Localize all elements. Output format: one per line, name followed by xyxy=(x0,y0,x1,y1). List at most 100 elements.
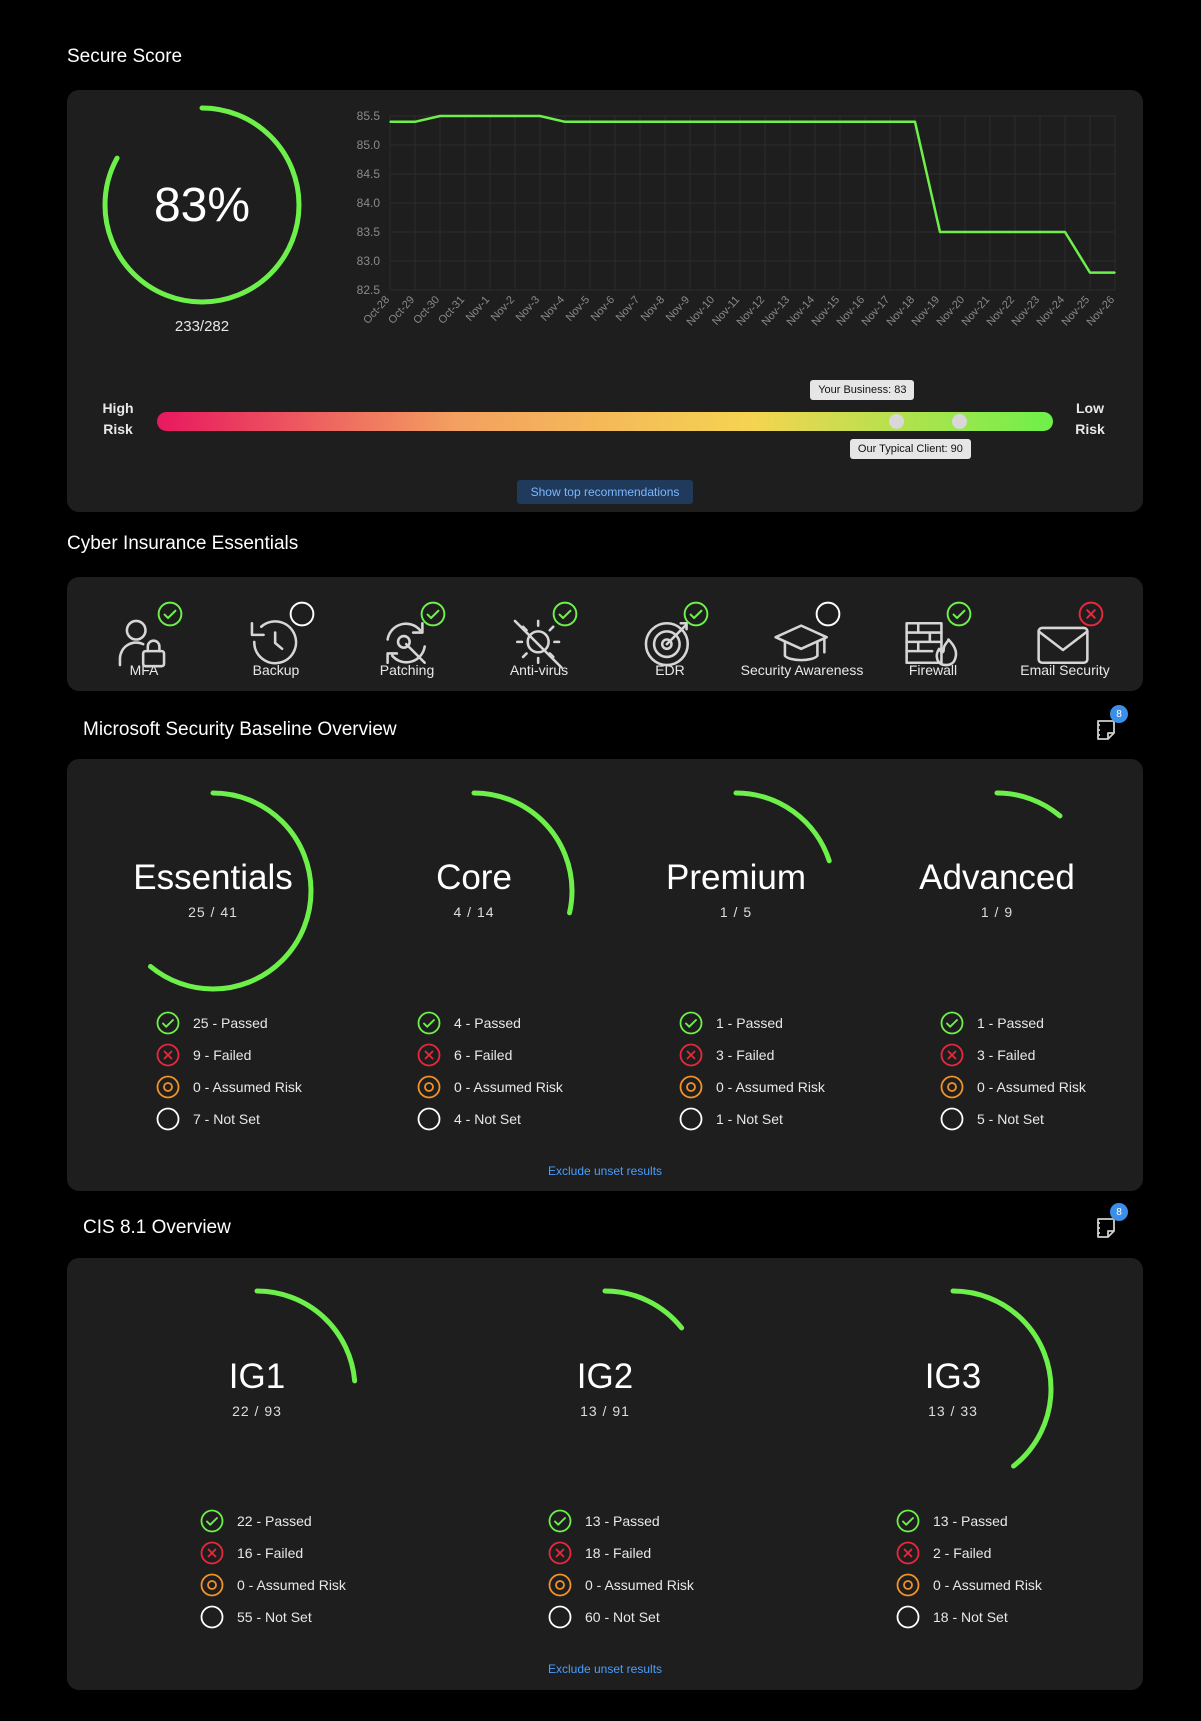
graduation-cap-icon xyxy=(774,624,828,662)
y-tick-label: 85.0 xyxy=(357,138,381,152)
gauge-name: IG1 xyxy=(228,1357,286,1396)
gauge-name: IG3 xyxy=(924,1357,982,1396)
ms-baseline-notes-button[interactable]: 8 xyxy=(1090,705,1128,747)
score-point xyxy=(489,115,491,117)
notset-status-icon xyxy=(417,1107,441,1131)
legend-row-assumed: 0 - Assumed Risk xyxy=(200,1569,346,1601)
x-tick-label: Nov-1 xyxy=(464,294,493,324)
status-legend: 13 - Passed 18 - Failed 0 - Assumed Risk 60… xyxy=(548,1505,694,1633)
legend-row-notset: 55 - Not Set xyxy=(200,1601,346,1633)
ms-baseline-card xyxy=(67,759,1143,1191)
legend-text: 5 - Not Set xyxy=(977,1111,1044,1127)
legend-text: 3 - Failed xyxy=(977,1047,1036,1063)
status-unset-icon xyxy=(815,601,841,627)
score-point xyxy=(414,121,416,123)
secure-score-line-chart: 85.5 85.0 84.5 84.0 83.5 83.0 82.5Oct-28Oct-29… xyxy=(357,109,1118,328)
cyber-item-email-security[interactable]: Email Security xyxy=(1000,600,1130,678)
status-legend: 22 - Passed 16 - Failed 0 - Assumed Risk 55… xyxy=(200,1505,346,1633)
score-point xyxy=(564,121,566,123)
cyber-item-backup[interactable]: Backup xyxy=(211,600,341,678)
firewall-icon xyxy=(905,622,958,667)
status-legend: 13 - Passed 2 - Failed 0 - Assumed Risk 18 … xyxy=(896,1505,1042,1633)
legend-row-passed: 22 - Passed xyxy=(200,1505,346,1537)
x-tick-label: Nov-10 xyxy=(685,294,718,328)
y-tick-label: 84.5 xyxy=(357,167,381,181)
legend-row-failed: 18 - Failed xyxy=(548,1537,694,1569)
passed-status-icon xyxy=(940,1011,964,1035)
gauge-name: IG2 xyxy=(576,1357,634,1396)
legend-row-notset: 1 - Not Set xyxy=(679,1103,825,1135)
cyber-insurance-card xyxy=(67,577,1143,691)
legend-text: 0 - Assumed Risk xyxy=(585,1577,694,1593)
progress-arc xyxy=(373,790,575,992)
x-tick-label: Oct-31 xyxy=(436,294,467,327)
legend-text: 1 - Passed xyxy=(977,1015,1044,1031)
failed-status-icon xyxy=(896,1541,920,1565)
legend-text: 2 - Failed xyxy=(933,1545,992,1561)
score-series-line xyxy=(390,114,1115,274)
legend-row-passed: 1 - Passed xyxy=(679,1007,825,1039)
score-point xyxy=(1014,231,1016,233)
score-point xyxy=(939,231,941,233)
gauge-label: Essentials 25 / 41 xyxy=(133,858,293,920)
legend-text: 1 - Passed xyxy=(716,1015,783,1031)
legend-text: 0 - Assumed Risk xyxy=(933,1577,1042,1593)
assumed-status-icon xyxy=(200,1573,224,1597)
show-recommendations-button[interactable]: Show top recommendations xyxy=(517,480,693,504)
score-point xyxy=(514,115,516,117)
score-point xyxy=(464,115,466,117)
score-point xyxy=(989,231,991,233)
legend-row-failed: 2 - Failed xyxy=(896,1537,1042,1569)
cyber-item-edr[interactable]: EDR xyxy=(605,600,735,678)
status-legend: 1 - Passed 3 - Failed 0 - Assumed Risk 5 - … xyxy=(940,1007,1086,1135)
progress-arc xyxy=(112,790,314,992)
score-point xyxy=(789,121,791,123)
cyber-item-label: Anti-virus xyxy=(509,662,569,678)
failed-status-icon xyxy=(940,1043,964,1067)
legend-text: 13 - Passed xyxy=(933,1513,1008,1529)
cis-notes-button[interactable]: 8 xyxy=(1090,1203,1128,1245)
y-tick-label: 84.0 xyxy=(357,196,381,210)
failed-status-icon xyxy=(679,1043,703,1067)
y-tick-label: 85.5 xyxy=(357,109,381,123)
progress-gauge xyxy=(504,1288,706,1490)
score-point xyxy=(714,121,716,123)
ms-baseline-title: Microsoft Security Baseline Overview xyxy=(83,719,397,740)
x-tick-label: Oct-29 xyxy=(386,294,417,327)
cyber-insurance-title: Cyber Insurance Essentials xyxy=(67,533,299,554)
status-legend: 25 - Passed 9 - Failed 0 - Assumed Risk 7 -… xyxy=(156,1007,302,1135)
failed-status-icon xyxy=(548,1541,572,1565)
y-tick-label: 82.5 xyxy=(357,283,381,297)
gauge-count: 13 / 91 xyxy=(580,1403,630,1419)
legend-row-passed: 1 - Passed xyxy=(940,1007,1086,1039)
legend-row-passed: 4 - Passed xyxy=(417,1007,563,1039)
legend-row-notset: 60 - Not Set xyxy=(548,1601,694,1633)
patching-wrench-icon xyxy=(386,622,426,664)
secure-score-title: Secure Score xyxy=(67,46,183,67)
cyber-item-patching[interactable]: Patching xyxy=(342,600,472,678)
legend-row-assumed: 0 - Assumed Risk xyxy=(417,1071,563,1103)
x-tick-label: Nov-5 xyxy=(564,294,593,324)
progress-gauge xyxy=(852,1288,1054,1490)
cis-exclude-unset-link[interactable]: Exclude unset results xyxy=(547,1662,663,1676)
legend-row-failed: 9 - Failed xyxy=(156,1039,302,1071)
gauge-name: Advanced xyxy=(919,858,1075,897)
cyber-item-firewall[interactable]: Firewall xyxy=(868,600,998,678)
ms-exclude-unset-link[interactable]: Exclude unset results xyxy=(547,1164,663,1178)
notset-status-icon xyxy=(896,1605,920,1629)
cyber-item-anti-virus[interactable]: Anti-virus xyxy=(474,600,604,678)
high-risk-label: High Risk xyxy=(102,400,134,437)
legend-row-failed: 3 - Failed xyxy=(940,1039,1086,1071)
cyber-item-mfa[interactable]: MFA xyxy=(79,600,209,678)
x-tick-label: Nov-4 xyxy=(539,294,568,324)
status-passed-icon xyxy=(552,601,578,627)
score-point xyxy=(839,121,841,123)
notset-status-icon xyxy=(679,1107,703,1131)
cyber-item-security-awareness[interactable]: Security Awareness xyxy=(737,600,867,678)
legend-text: 55 - Not Set xyxy=(237,1609,312,1625)
score-point xyxy=(889,121,891,123)
failed-status-icon xyxy=(200,1541,224,1565)
x-tick-label: Nov-7 xyxy=(614,294,643,324)
legend-row-failed: 6 - Failed xyxy=(417,1039,563,1071)
assumed-status-icon xyxy=(940,1075,964,1099)
